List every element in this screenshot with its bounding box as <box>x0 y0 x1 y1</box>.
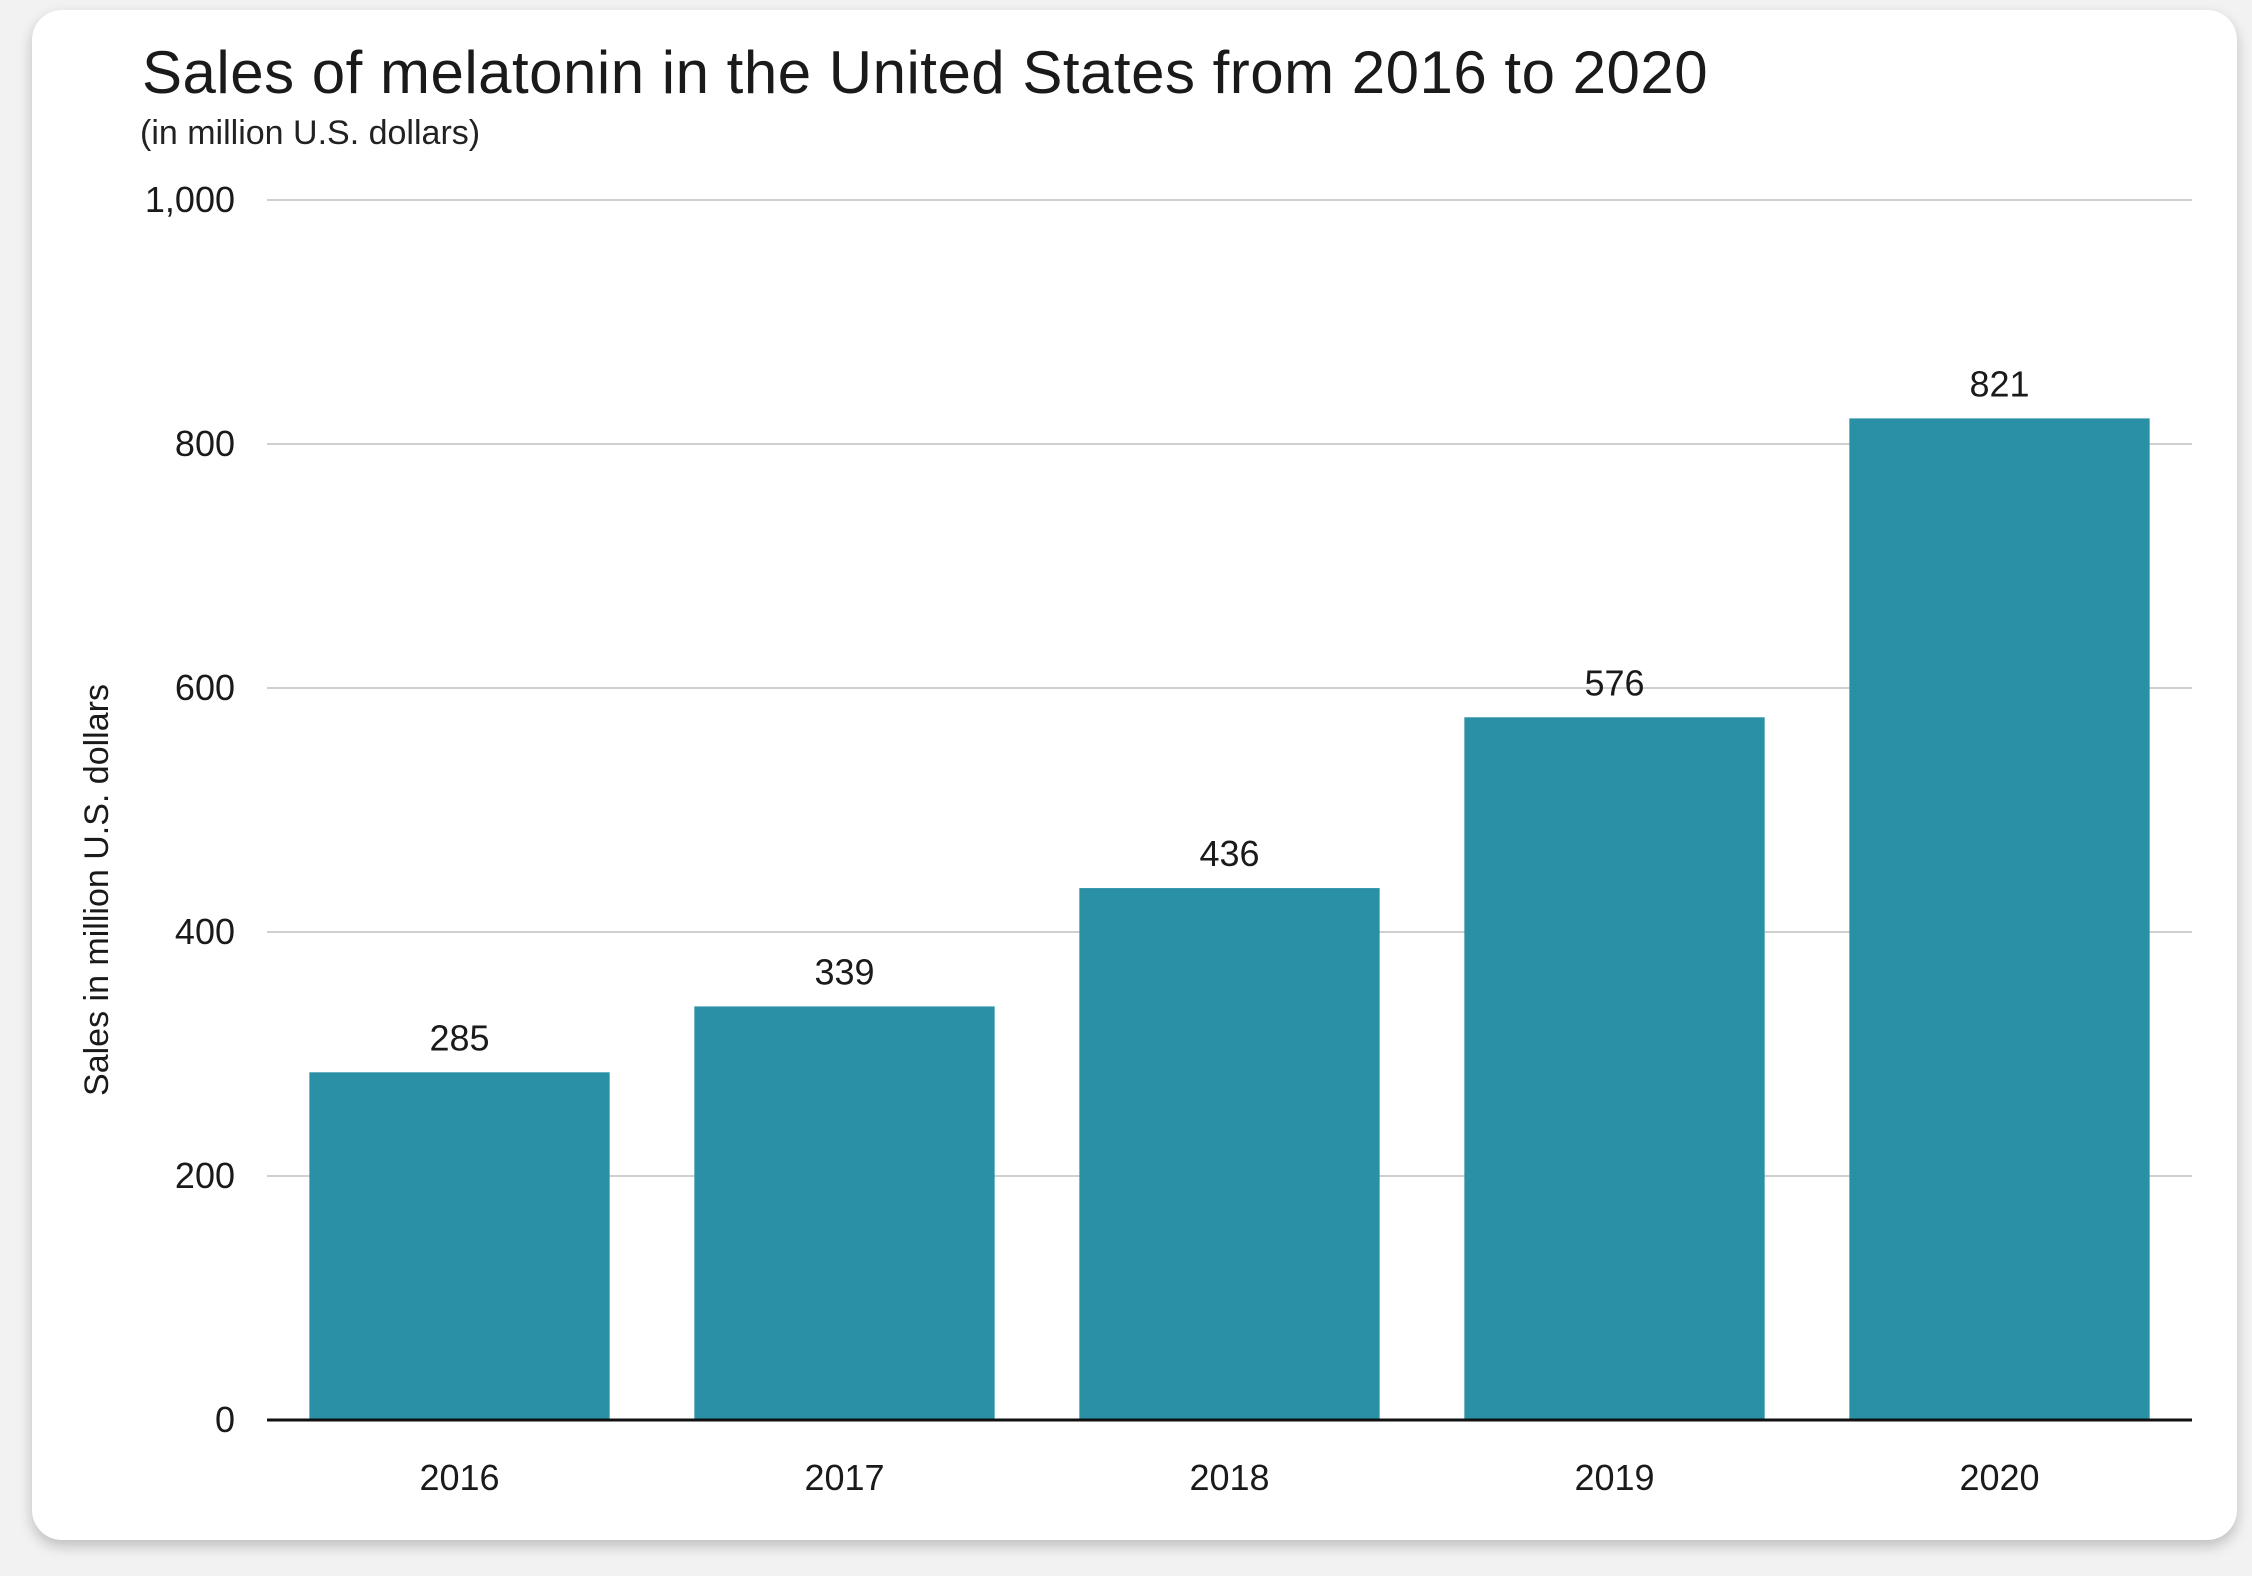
bar-value-labels: 285 339 436 576 821 <box>429 363 2029 1058</box>
x-axis-ticks: 2016 2017 2018 2019 2020 <box>419 1457 2039 1498</box>
y-tick-label: 1,000 <box>145 179 235 220</box>
bar-2020 <box>1849 418 2150 1420</box>
y-axis-title: Sales in million U.S. dollars <box>78 684 116 1096</box>
y-tick-label: 0 <box>215 1399 235 1440</box>
x-tick-label: 2019 <box>1574 1457 1654 1498</box>
y-tick-label: 200 <box>175 1155 235 1196</box>
x-tick-label: 2018 <box>1189 1457 1269 1498</box>
y-tick-label: 800 <box>175 423 235 464</box>
bar-2016 <box>309 1072 610 1420</box>
bar-value-label: 436 <box>1199 833 1259 874</box>
y-tick-label: 400 <box>175 911 235 952</box>
x-tick-label: 2020 <box>1959 1457 2039 1498</box>
chart-subtitle: (in million U.S. dollars) <box>140 114 481 152</box>
bar-value-label: 576 <box>1584 662 1644 703</box>
bar-2019 <box>1464 717 1765 1420</box>
chart-title: Sales of melatonin in the United States … <box>142 39 1709 106</box>
x-tick-label: 2017 <box>804 1457 884 1498</box>
bar-value-label: 821 <box>1969 363 2029 404</box>
bars <box>309 418 2150 1420</box>
bar-2018 <box>1079 888 1380 1420</box>
y-axis-ticks: 0 200 400 600 800 1,000 <box>145 179 235 1440</box>
bar-value-label: 339 <box>814 951 874 992</box>
bar-2017 <box>694 1006 995 1420</box>
x-tick-label: 2016 <box>419 1457 499 1498</box>
y-tick-label: 600 <box>175 667 235 708</box>
bar-value-label: 285 <box>429 1017 489 1058</box>
chart-card: Sales of melatonin in the United States … <box>32 10 2237 1540</box>
